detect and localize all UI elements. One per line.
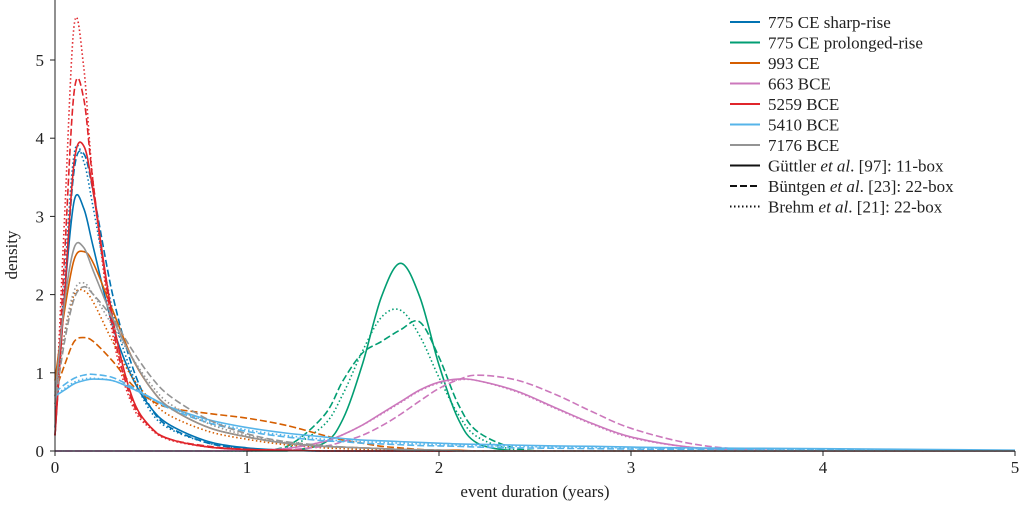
legend-label: 663 BCE [768, 75, 831, 94]
y-tick-label: 3 [36, 207, 45, 226]
series-line-5410-bce-dashed [54, 373, 1016, 452]
series-line-5259-bce-dotted [54, 16, 1015, 452]
x-tick-label: 1 [243, 458, 252, 477]
series-line-775-ce-sharp-rise-solid [54, 194, 1015, 452]
x-tick-label: 5 [1011, 458, 1020, 477]
series-line-7176-bce-dashed [54, 285, 1015, 452]
series-line-7176-bce-solid [54, 241, 1015, 452]
legend-etal: et al [816, 157, 850, 176]
series-line-663-bce-dotted [54, 378, 1015, 452]
y-tick-label: 5 [36, 51, 45, 70]
legend-author: Güttler [768, 157, 816, 176]
x-tick-label: 3 [627, 458, 636, 477]
legend-label: Büntgen et al. [23]: 22-box [768, 177, 954, 196]
legend-label: Brehm et al. [21]: 22-box [768, 198, 943, 217]
y-tick-label: 0 [36, 442, 45, 461]
legend-label: 5259 BCE [768, 95, 839, 114]
legend-suffix: . [21]: 22-box [848, 198, 942, 217]
legend-label: Güttler et al. [97]: 11-box [768, 157, 944, 176]
legend-etal: et al [814, 198, 848, 217]
legend-label: 7176 BCE [768, 136, 839, 155]
x-tick-label: 4 [819, 458, 828, 477]
series-line-775-ce-prolonged-rise-dotted [54, 308, 1015, 452]
legend-label: 5410 BCE [768, 116, 839, 135]
series-line-993-ce-dotted [54, 288, 1015, 452]
series-line-5259-bce-dashed [54, 77, 1015, 452]
legend-suffix: . [23]: 22-box [860, 177, 954, 196]
y-tick-label: 4 [36, 129, 45, 148]
legend-author: Büntgen [768, 177, 826, 196]
y-tick-label: 2 [36, 286, 45, 305]
series-line-663-bce-dashed [54, 374, 1015, 452]
x-axis-label: event duration (years) [460, 482, 609, 501]
legend-author: Brehm [768, 198, 814, 217]
series-line-7176-bce-dotted [54, 281, 1015, 452]
legend-label: 993 CE [768, 54, 819, 73]
legend-suffix: . [97]: 11-box [850, 157, 944, 176]
x-tick-label: 2 [435, 458, 444, 477]
legend: 775 CE sharp-rise 775 CE prolonged-rise99… [730, 13, 954, 217]
y-tick-label: 1 [36, 364, 45, 383]
series-layer [54, 16, 1016, 452]
legend-label: 775 CE sharp-rise [768, 13, 891, 32]
x-tick-label: 0 [51, 458, 60, 477]
ticks-layer: 0 1 2 3 4 5 0 1 2 3 4 5 [36, 51, 1020, 477]
series-line-775-ce-prolonged-rise-dashed [54, 320, 1015, 452]
legend-etal: et al [826, 177, 860, 196]
legend-label: 775 CE prolonged-rise [768, 34, 923, 53]
series-line-5410-bce-dotted [54, 377, 1016, 452]
series-line-993-ce-dashed [54, 336, 1015, 452]
y-axis-label: density [2, 230, 21, 280]
series-line-993-ce-solid [54, 250, 1015, 452]
